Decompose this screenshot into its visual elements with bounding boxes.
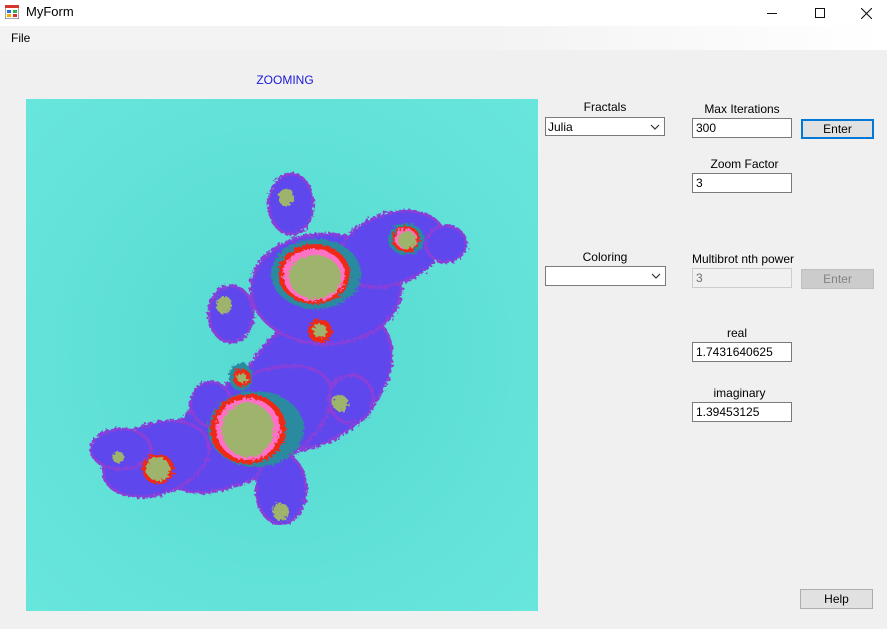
fractal-image [89, 172, 468, 526]
fractals-selected: Julia [548, 120, 573, 134]
fractal-canvas[interactable] [26, 99, 538, 611]
max-iterations-label: Max Iterations [704, 102, 780, 116]
chevron-down-icon [651, 273, 661, 279]
minimize-button[interactable] [749, 0, 795, 26]
imaginary-label: imaginary [713, 386, 766, 400]
coloring-combobox[interactable] [545, 266, 666, 286]
fractals-label: Fractals [583, 100, 627, 114]
chevron-down-icon [650, 124, 660, 130]
real-label: real [726, 326, 747, 340]
menu-bar: File [0, 26, 887, 50]
minimize-icon [767, 13, 777, 14]
close-icon [860, 7, 872, 19]
help-button[interactable]: Help [800, 589, 873, 609]
multibrot-enter-button[interactable]: Enter [801, 269, 874, 289]
max-iterations-input[interactable]: 300 [692, 118, 792, 138]
window-title: MyForm [26, 4, 74, 19]
close-button[interactable] [843, 0, 887, 26]
maximize-button[interactable] [797, 0, 843, 26]
multibrot-power-input[interactable]: 3 [692, 268, 792, 288]
menu-file[interactable]: File [11, 31, 31, 45]
zoom-factor-label: Zoom Factor [710, 157, 779, 171]
imaginary-input[interactable]: 1.39453125 [692, 402, 792, 422]
zoom-factor-input[interactable]: 3 [692, 173, 792, 193]
status-label: ZOOMING [256, 73, 314, 87]
coloring-label: Coloring [582, 250, 628, 264]
maximize-icon [815, 8, 825, 18]
fractals-combobox[interactable]: Julia [545, 117, 665, 136]
multibrot-power-label: Multibrot nth power [691, 252, 795, 266]
real-input[interactable]: 1.7431640625 [692, 342, 792, 362]
max-iterations-enter-button[interactable]: Enter [801, 119, 874, 139]
title-bar: MyForm [0, 0, 887, 26]
app-icon [5, 5, 19, 19]
